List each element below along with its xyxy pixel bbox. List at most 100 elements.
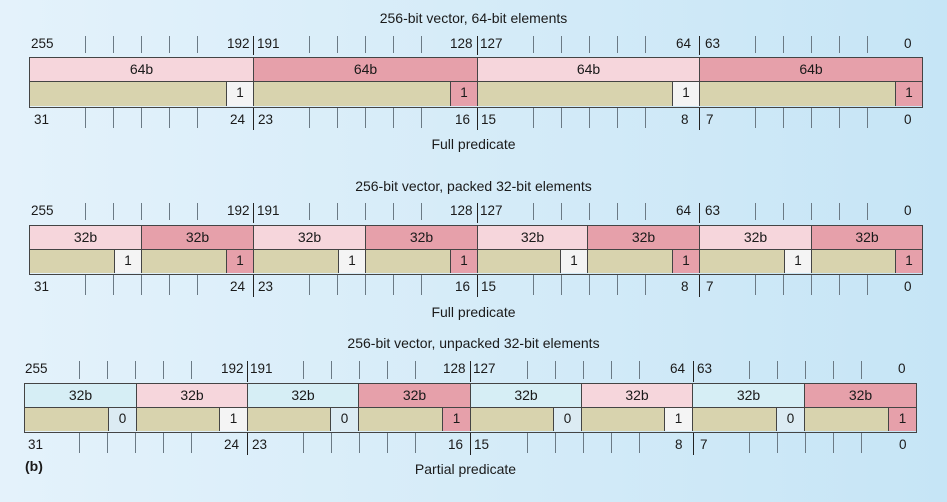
tick — [85, 275, 86, 295]
predicate-bit: 1 — [664, 408, 692, 431]
tick — [583, 361, 584, 379]
predicate-bit: 1 — [442, 408, 470, 431]
tick — [867, 203, 868, 220]
bit-label: 63 — [697, 361, 713, 376]
predicate-bit: 1 — [450, 250, 477, 273]
element-cell: 64b — [30, 58, 254, 81]
bit-label: 127 — [480, 203, 503, 218]
bit-label: 8 — [675, 437, 683, 452]
tick — [839, 275, 840, 295]
predicate-slot: 1 — [582, 408, 693, 431]
bit-label: 7 — [706, 112, 714, 127]
tick — [163, 361, 164, 379]
panel-footer: Partial predicate — [414, 461, 517, 477]
tick — [169, 203, 170, 220]
tick — [387, 433, 388, 453]
element-cell: 32b — [588, 226, 700, 249]
bit-label: 255 — [31, 203, 54, 218]
tick — [645, 275, 646, 295]
tick — [113, 203, 114, 220]
tick — [113, 36, 114, 53]
predicate-bit: 1 — [560, 250, 587, 273]
bit-label: 7 — [700, 437, 708, 452]
element-cell: 32b — [359, 384, 471, 407]
tick — [135, 361, 136, 379]
predicate-slot: 1 — [137, 408, 248, 431]
tick — [749, 433, 750, 453]
tick — [617, 275, 618, 295]
tick — [113, 108, 114, 128]
element-cell: 64b — [700, 58, 922, 81]
tick — [561, 36, 562, 53]
predicate-bit: 1 — [895, 250, 922, 273]
predicate-bit: 1 — [219, 408, 247, 431]
tick — [811, 36, 812, 53]
element-row: 32b 32b 32b 32b 32b 32b 32b 32b — [24, 383, 917, 408]
bit-label: 15 — [474, 437, 490, 452]
predicate-slot: 1 — [700, 250, 812, 273]
bit-label: 192 — [227, 203, 250, 218]
byte-divider — [477, 203, 478, 223]
tick — [783, 108, 784, 128]
bit-label: 8 — [681, 112, 689, 127]
tick — [645, 36, 646, 53]
tick — [811, 275, 812, 295]
tick — [583, 433, 584, 453]
element-cell: 32b — [248, 384, 359, 407]
tick — [421, 203, 422, 220]
element-cell: 64b — [254, 58, 478, 81]
tick — [359, 361, 360, 379]
bit-label: 8 — [681, 279, 689, 294]
byte-divider — [253, 203, 254, 223]
tick — [617, 36, 618, 53]
panel-footer: Full predicate — [431, 304, 516, 320]
element-cell: 32b — [142, 226, 254, 249]
predicate-slot: 1 — [588, 250, 700, 273]
element-row: 64b 64b 64b 64b — [29, 57, 923, 82]
predicate-slot: 1 — [30, 82, 254, 106]
tick — [169, 275, 170, 295]
bit-label: 0 — [904, 203, 912, 218]
byte-divider — [693, 361, 694, 382]
tick — [639, 433, 640, 453]
byte-divider — [470, 433, 471, 455]
predicate-bit: 0 — [776, 408, 804, 431]
tick — [645, 108, 646, 128]
tick — [191, 433, 192, 453]
bit-label: 24 — [230, 279, 246, 294]
tick — [421, 108, 422, 128]
tick — [191, 361, 192, 379]
bit-label: 15 — [481, 112, 497, 127]
tick — [589, 275, 590, 295]
bit-label: 0 — [904, 36, 912, 51]
element-cell: 32b — [254, 226, 366, 249]
tick — [141, 36, 142, 53]
tick — [141, 203, 142, 220]
tick — [755, 36, 756, 53]
tick — [611, 433, 612, 453]
element-cell: 32b — [30, 226, 142, 249]
tick — [365, 108, 366, 128]
tick — [533, 108, 534, 128]
tick — [805, 361, 806, 379]
predicate-bit: 1 — [114, 250, 141, 273]
tick — [861, 433, 862, 453]
tick — [589, 108, 590, 128]
bit-label: 64 — [676, 36, 692, 51]
tick — [309, 275, 310, 295]
bit-label: 31 — [28, 437, 44, 452]
element-cell: 32b — [471, 384, 582, 407]
byte-divider — [477, 275, 478, 297]
element-row: 32b 32b 32b 32b 32b 32b 32b 32b — [29, 225, 923, 250]
tick — [589, 203, 590, 220]
tick — [589, 36, 590, 53]
predicate-bit: 0 — [330, 408, 358, 431]
element-cell: 32b — [25, 384, 137, 407]
tick — [617, 203, 618, 220]
bit-label: 23 — [258, 279, 274, 294]
tick — [113, 275, 114, 295]
tick — [783, 36, 784, 53]
tick — [415, 361, 416, 379]
tick — [639, 361, 640, 379]
bit-label: 127 — [480, 36, 503, 51]
